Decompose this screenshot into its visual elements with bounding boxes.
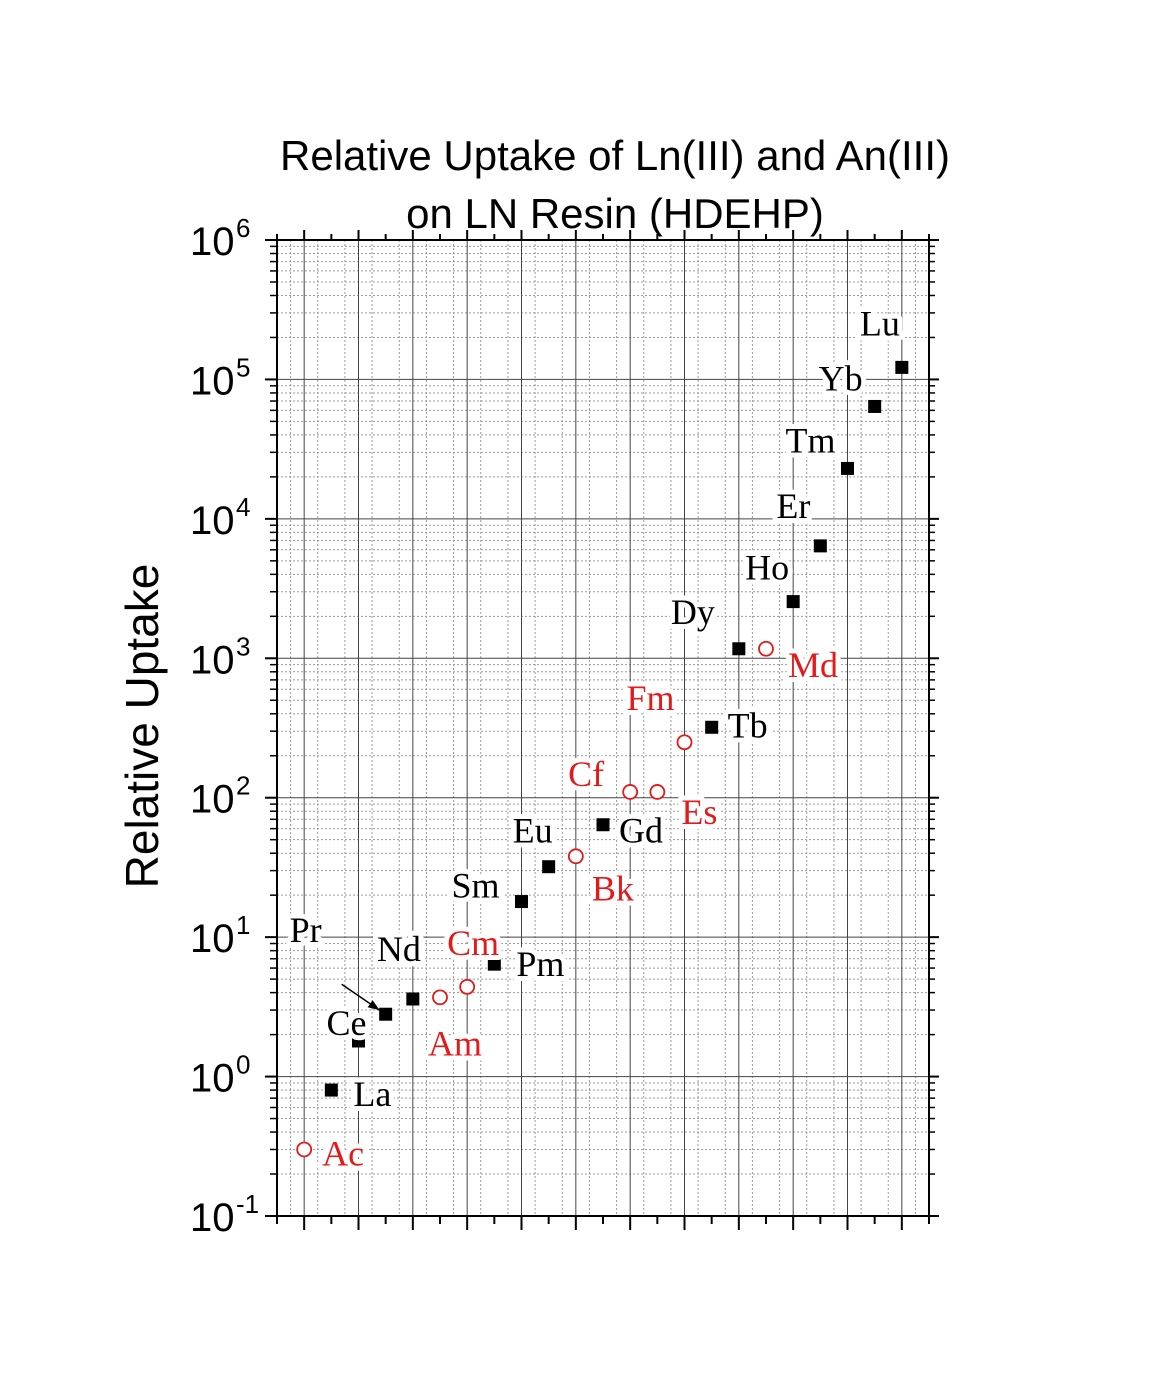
point-label-gd: Gd — [619, 811, 663, 851]
point-label-cm: Cm — [447, 923, 499, 963]
marker-sm — [515, 895, 528, 909]
marker-es — [649, 784, 666, 800]
marker-bk — [567, 848, 584, 865]
point-label-cf: Cf — [568, 754, 604, 794]
y-tick-label: 10 — [190, 1057, 235, 1101]
point-label-pm: Pm — [516, 944, 564, 984]
y-axis-label: Relative Uptake — [116, 563, 168, 889]
y-tick-label-exponent: 1 — [236, 910, 250, 940]
marker-cm — [459, 978, 476, 995]
point-label-tm: Tm — [786, 420, 836, 460]
marker-ce — [352, 1034, 365, 1048]
point-label-ac: Ac — [322, 1133, 364, 1173]
marker-pr — [379, 1007, 393, 1021]
y-tick-label-exponent: 6 — [236, 213, 250, 243]
point-label-dy: Dy — [671, 592, 715, 632]
point-label-am: Am — [428, 1023, 482, 1063]
y-tick-label: 10 — [190, 917, 235, 961]
marker-tb — [705, 720, 719, 734]
y-tick-label: 10 — [190, 359, 235, 403]
y-tick-label-exponent: 0 — [236, 1050, 250, 1080]
point-label-nd: Nd — [377, 929, 421, 969]
pr-arrow-head — [367, 1000, 380, 1011]
y-tick-label: 10 — [190, 778, 235, 822]
point-label-la: La — [353, 1074, 391, 1114]
marker-la — [324, 1083, 338, 1097]
marker-ho — [786, 595, 800, 609]
marker-cf — [622, 784, 639, 800]
point-label-ho: Ho — [745, 548, 789, 588]
y-tick-label-exponent: 5 — [236, 352, 250, 382]
y-tick-label: 10 — [190, 499, 235, 543]
marker-tm — [841, 461, 854, 475]
marker-nd — [406, 992, 420, 1006]
marker-fm — [676, 734, 693, 751]
point-label-er: Er — [776, 486, 810, 526]
point-label-pr: Pr — [290, 910, 322, 950]
point-label-sm: Sm — [452, 866, 500, 906]
point-label-eu: Eu — [513, 811, 553, 851]
y-tick-label-exponent: 2 — [236, 771, 250, 801]
point-label-lu: Lu — [860, 303, 900, 343]
marker-md — [758, 640, 774, 657]
point-label-fm: Fm — [627, 678, 675, 718]
y-tick-label-exponent: -1 — [236, 1189, 259, 1219]
y-tick-label-exponent: 4 — [236, 492, 250, 522]
marker-pm — [487, 957, 501, 971]
point-label-md: Md — [788, 645, 838, 685]
chart-subtitle: on LN Resin (HDEHP) — [406, 190, 824, 237]
marker-dy — [732, 642, 746, 656]
marker-eu — [542, 860, 556, 874]
point-label-yb: Yb — [819, 358, 863, 398]
marker-ac — [296, 1141, 313, 1158]
y-tick-label: 10 — [190, 638, 235, 682]
y-tick-label: 10 — [190, 1196, 235, 1240]
point-label-ce: Ce — [327, 1003, 367, 1043]
marker-er — [813, 539, 827, 553]
point-label-tb: Tb — [728, 705, 768, 745]
marker-lu — [895, 360, 909, 374]
point-label-bk: Bk — [592, 868, 634, 908]
chart-title: Relative Uptake of Ln(III) and An(III) — [280, 132, 950, 179]
marker-gd — [596, 818, 610, 832]
marker-yb — [868, 399, 882, 413]
marker-am — [432, 989, 448, 1006]
y-tick-label-exponent: 3 — [236, 631, 250, 661]
y-tick-label: 10 — [190, 220, 235, 264]
point-label-es: Es — [681, 792, 717, 832]
